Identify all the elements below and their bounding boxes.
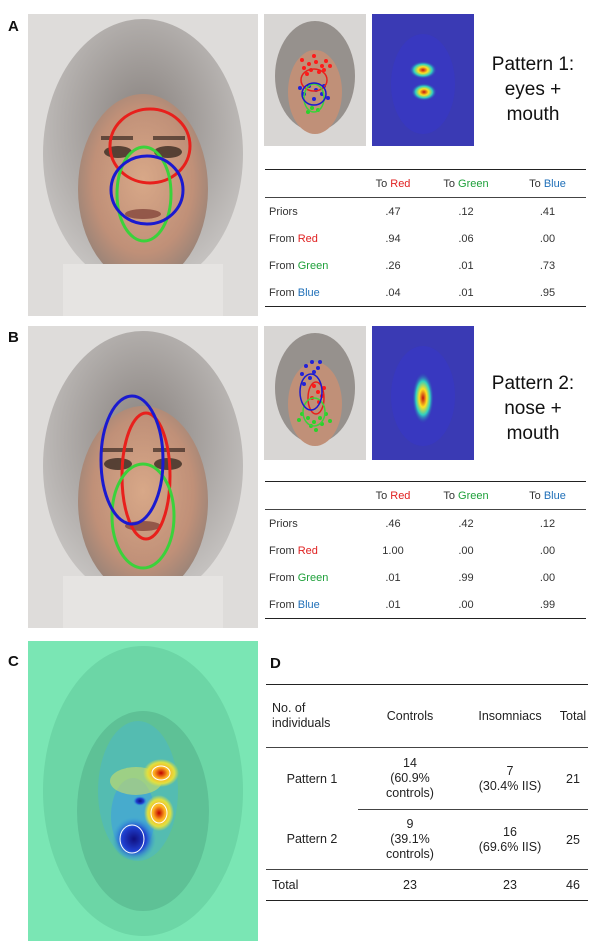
table-header-row: To Red To Green To Blue [265,482,586,510]
cell-insomniacs: 7 (30.4% IIS) [478,763,542,793]
row-label: Pattern 1 [286,771,338,786]
cell-value: .12 [539,517,556,530]
header-to-green: To Green [443,489,489,502]
cell-insomniacs: 16 (69.6% IIS) [462,809,558,870]
panel-c-difference-heatmap [28,641,258,941]
cell-value: .00 [539,544,556,557]
header-to-red: To Red [375,177,411,190]
cell-value: .95 [539,286,556,299]
panel-b-title: Pattern 2: nose + mouth [476,371,590,446]
header-insomniacs: Insomniacs [478,709,542,723]
table-row: Priors .47 .12 .41 [265,198,586,226]
cell-value: .00 [458,598,474,611]
panel-a-scatter-image [264,14,366,146]
panel-label-d: D [270,655,281,672]
cell-value: .73 [539,259,556,272]
cell-total: 21 [566,771,580,786]
header-to-blue: To Blue [529,177,566,190]
row-label: From Red [269,232,318,245]
cell-value: 1.00 [382,544,404,557]
roi-blue-ellipse [109,154,185,226]
cell-value: .12 [458,205,474,218]
panel-label-c: C [8,653,19,670]
panel-b-heatmap-image [372,326,474,460]
cell-value: .04 [385,286,401,299]
row-label: From Green [269,259,329,272]
panel-d-counts-table: No. of individuals Controls Insomniacs T… [266,684,588,901]
cell-value: .06 [458,232,474,245]
row-label: From Blue [269,598,320,611]
header-controls: Controls [386,709,434,723]
panel-label-b: B [8,329,19,346]
cell-controls: 14 (60.9% controls) [386,756,434,800]
cell-value: .01 [385,598,401,611]
table-row: Priors .46 .42 .12 [265,510,586,538]
header-to-green: To Green [443,177,489,190]
row-label: From Blue [269,286,320,299]
table-row: From Blue .01 .00 .99 [265,591,586,619]
row-label: Priors [269,205,298,218]
roi-red-ellipse [108,107,192,185]
cell-value: .47 [385,205,401,218]
cell-controls: 23 [403,878,417,892]
table-row: From Red .94 .06 .00 [265,225,586,252]
table-row: From Green .01 .99 .00 [265,564,586,591]
cell-value: .94 [385,232,401,245]
table-header-row: No. of individuals Controls Insomniacs T… [266,685,588,748]
cell-total: 46 [566,878,580,892]
cell-value: .26 [385,259,401,272]
cell-value: .41 [539,205,556,218]
row-label: From Red [269,544,318,557]
table-row: From Green .26 .01 .73 [265,252,586,279]
cell-value: .99 [539,598,556,611]
row-label: Pattern 2 [286,832,338,847]
table-row: Pattern 2 9 (39.1% controls) 16 (69.6% IIS… [266,809,588,870]
cell-value: .01 [458,259,474,272]
panel-a-title: Pattern 1: eyes + mouth [476,52,590,127]
panel-b-title-line1: Pattern 2: [491,373,575,394]
cell-value: .00 [539,232,556,245]
table-row: From Red 1.00 .00 .00 [265,537,586,564]
header-total: Total [559,709,587,723]
table-row: Pattern 1 14 (60.9% controls) 7 (30.4% IIS… [266,747,588,810]
panel-b-title-line2: nose + mouth [504,398,562,444]
cell-value: .00 [539,571,556,584]
panel-a-face-image [28,14,258,316]
header-no-of-individuals: No. of individuals [272,701,331,730]
row-label: Total [272,878,299,892]
cell-controls: 9 (39.1% controls) [358,809,462,870]
cell-insomniacs: 23 [503,878,517,892]
table-header-row: To Red To Green To Blue [265,170,586,198]
header-to-red: To Red [375,489,411,502]
cell-value: .00 [458,544,474,557]
cell-total: 25 [558,809,588,870]
row-label: From Green [269,571,329,584]
cell-value: .46 [385,517,401,530]
table-row: From Blue .04 .01 .95 [265,279,586,307]
row-label: Priors [269,517,298,530]
panel-a-title-line2: eyes + mouth [504,79,562,125]
panel-a-transition-table: To Red To Green To Blue Priors .47 .12 .… [265,169,586,307]
roi-green-ellipse [110,462,176,570]
cell-value: .01 [385,571,401,584]
panel-b-scatter-image [264,326,366,460]
cell-value: .99 [458,571,474,584]
table-total-row: Total 23 23 46 [266,869,588,901]
panel-label-a: A [8,18,19,35]
roi-blue-ellipse [99,394,165,526]
panel-b-face-image [28,326,258,628]
panel-a-heatmap-image [372,14,474,146]
cell-value: .42 [458,517,474,530]
panel-a-title-line1: Pattern 1: [491,54,575,75]
panel-b-transition-table: To Red To Green To Blue Priors .46 .42 .… [265,481,586,619]
roi-green-ellipse [115,145,173,243]
cell-value: .01 [458,286,474,299]
header-to-blue: To Blue [529,489,566,502]
